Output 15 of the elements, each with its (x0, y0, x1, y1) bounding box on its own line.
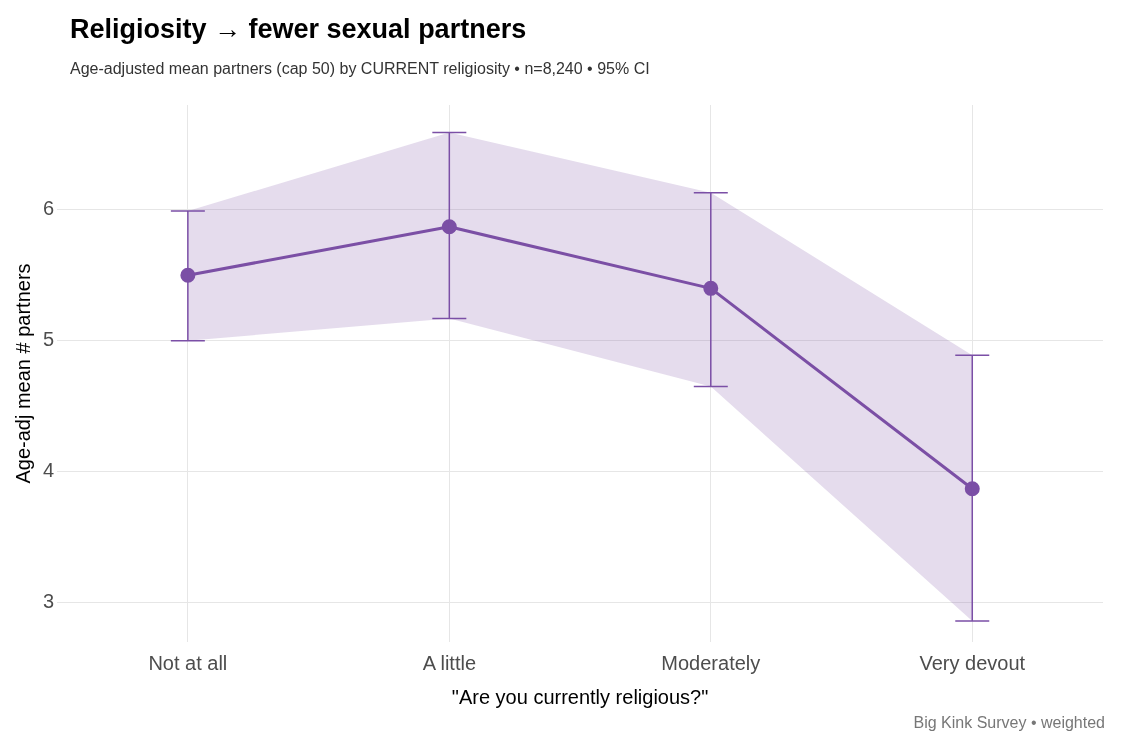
y-tick-label: 3 (43, 590, 55, 613)
y-tick-label: 6 (43, 197, 55, 220)
point (964, 481, 980, 497)
x-tick-label: Very devout (919, 651, 1026, 674)
x-tick-label: Moderately (661, 651, 761, 674)
y-axis-title: Age-adj mean # partners (11, 263, 34, 484)
x-axis-title: "Are you currently religious?" (451, 685, 709, 708)
x-tick-label: Not at all (148, 651, 228, 674)
y-tick-label: 4 (43, 459, 55, 482)
chart-title: Religiosity → fewer sexual partners (70, 14, 527, 45)
x-tick-label: A little (422, 651, 477, 674)
point (441, 219, 457, 235)
y-tick-label: 5 (43, 328, 55, 351)
chart-subtitle: Age-adjusted mean partners (cap 50) by CURRENT religiosity • n=8,240 • 95% CI (70, 60, 650, 78)
text: Big Kink Survey • weighted (913, 714, 1105, 732)
